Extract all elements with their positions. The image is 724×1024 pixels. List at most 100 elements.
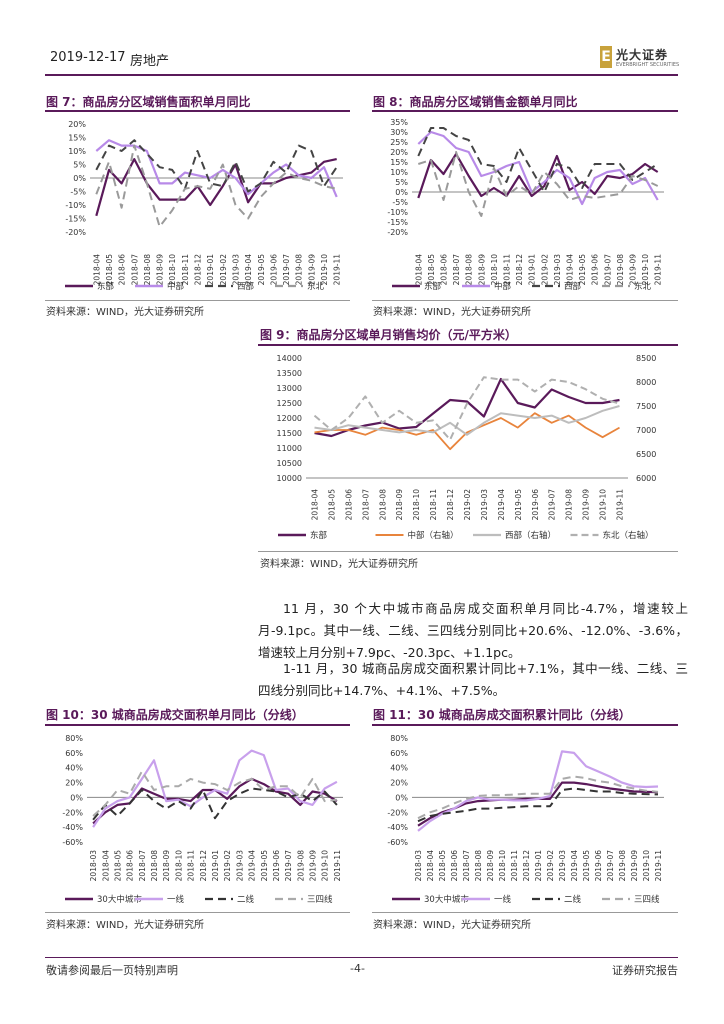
x-tick-label: 2018-08 [465,254,474,286]
legend-label-0: 东部 [97,281,115,292]
y-tick-label: 80% [65,734,83,743]
x-tick-label: 2019-11 [333,254,342,286]
legend-label-0: 30大中城市 [97,894,142,905]
x-tick-label: 2018-08 [378,489,387,521]
x-tick-label: 2018-03 [89,850,98,882]
x-tick-label: 2018-05 [105,254,114,286]
y-tick-label: 60% [65,749,83,758]
x-tick-label: 2019-09 [629,254,638,286]
x-tick-label: 2018-11 [510,850,519,882]
y-tick-label: 20% [65,779,83,788]
x-tick-label: 2018-11 [429,489,438,521]
logo-subtext: EVERBRIGHT SECURITIES [616,62,680,68]
x-tick-label: 2018-07 [462,850,471,882]
x-tick-label: 2019-06 [594,850,603,882]
x-tick-label: 2018-08 [150,850,159,882]
x-tick-label: 2019-08 [296,850,305,882]
y2-tick-label: 7500 [636,402,656,411]
fig10-source: 资料来源：WIND，光大证券研究所 [46,920,205,931]
y-tick-label: 10000 [277,474,302,483]
y-tick-label: 5% [395,178,408,187]
x-tick-label: 2018-06 [118,254,127,286]
fig7-chart: -20% -15% -10% -5% 0% 5% 10% 15% 20% 2018-04 2018-… [65,120,343,292]
series-line-0 [314,377,620,438]
x-tick-label: 2018-03 [414,850,423,882]
logo-mark-icon: E [600,46,612,68]
x-tick-label: 2018-04 [426,850,435,882]
x-tick-label: 2018-09 [156,254,165,286]
x-tick-label: 2019-04 [244,254,253,286]
x-tick-label: 2019-07 [603,254,612,286]
fig9-bottom-rule [258,551,678,552]
legend-label-3: 东北 [634,281,652,292]
series-line-3 [92,770,338,817]
fig10-top-rule [45,724,350,726]
fig10-bottom-rule [45,912,350,913]
x-tick-label: 2018-05 [327,489,336,521]
x-tick-label: 2019-02 [540,254,549,286]
x-tick-label: 2019-10 [642,850,651,882]
x-tick-label: 2019-05 [257,254,266,286]
x-tick-label: 2018-12 [199,850,208,882]
legend-label-1: 中部 [494,281,512,292]
series-line-1 [92,749,338,828]
fig9-title: 图 9：商品房分区域单月销售均价（元/平方米） [260,328,517,342]
x-tick-label: 2019-06 [272,850,281,882]
x-tick-label: 2019-08 [565,489,574,521]
fig8-chart: -20%-15%-10%-5%0%5%10%15%20%25%30%35% 201… [387,118,664,292]
y2-tick-label: 8500 [636,354,656,363]
x-tick-label: 2018-05 [113,850,122,882]
series-line-2 [314,405,620,436]
series-line-1 [417,750,659,832]
y-tick-label: 11000 [277,444,302,453]
x-tick-label: 2018-09 [395,489,404,521]
x-tick-label: 2018-09 [486,850,495,882]
x-tick-label: 2019-01 [211,850,220,882]
y-tick-label: 15% [68,134,86,143]
y-tick-label: 15% [390,158,408,167]
page-number: -4- [350,962,365,975]
y-tick-label: 10500 [277,459,302,468]
y-tick-label: 0% [70,793,83,802]
x-tick-label: 2019-05 [514,489,523,521]
x-tick-label: 2018-04 [92,254,101,286]
x-tick-label: 2018-06 [450,850,459,882]
fig8-top-rule [372,110,678,112]
y-tick-label: 13500 [277,369,302,378]
x-tick-label: 2018-05 [438,850,447,882]
series-line-0 [95,157,337,217]
x-tick-label: 2019-02 [219,254,228,286]
fig7-source: 资料来源：WIND，光大证券研究所 [46,307,205,318]
series-line-3 [95,144,337,228]
x-tick-label: 2019-06 [531,489,540,521]
y-tick-label: 11500 [277,429,302,438]
x-tick-label: 2018-06 [344,489,353,521]
y-tick-label: 25% [390,138,408,147]
y-tick-label: 12000 [277,414,302,423]
y-tick-label: -40% [387,823,408,832]
x-tick-label: 2018-10 [168,254,177,286]
legend-label-1: 一线 [494,894,512,905]
y-tick-label: 0% [395,188,408,197]
x-tick-label: 2018-05 [427,254,436,286]
header-divider [45,74,678,76]
x-tick-label: 2018-07 [452,254,461,286]
body-paragraph-2: 1-11 月，30 城商品房成交面积累计同比+7.1%，其中一线、二线、三四线分… [258,661,688,698]
legend-label-3: 三四线 [307,894,333,905]
y-tick-label: 40% [390,764,408,773]
x-tick-label: 2019-08 [295,254,304,286]
series-line-2 [417,787,659,823]
x-tick-label: 2018-10 [174,850,183,882]
x-tick-label: 2018-10 [412,489,421,521]
y-tick-label: -20% [387,228,408,237]
x-tick-label: 2019-07 [284,850,293,882]
x-tick-label: 2019-06 [269,254,278,286]
series-line-1 [417,130,659,206]
x-tick-label: 2018-06 [440,254,449,286]
y-tick-label: -40% [62,823,83,832]
report-category: 房地产 [130,54,170,69]
x-tick-label: 2019-01 [534,850,543,882]
series-line-1 [95,139,338,198]
legend-label-1: 中部（右轴） [408,530,459,541]
